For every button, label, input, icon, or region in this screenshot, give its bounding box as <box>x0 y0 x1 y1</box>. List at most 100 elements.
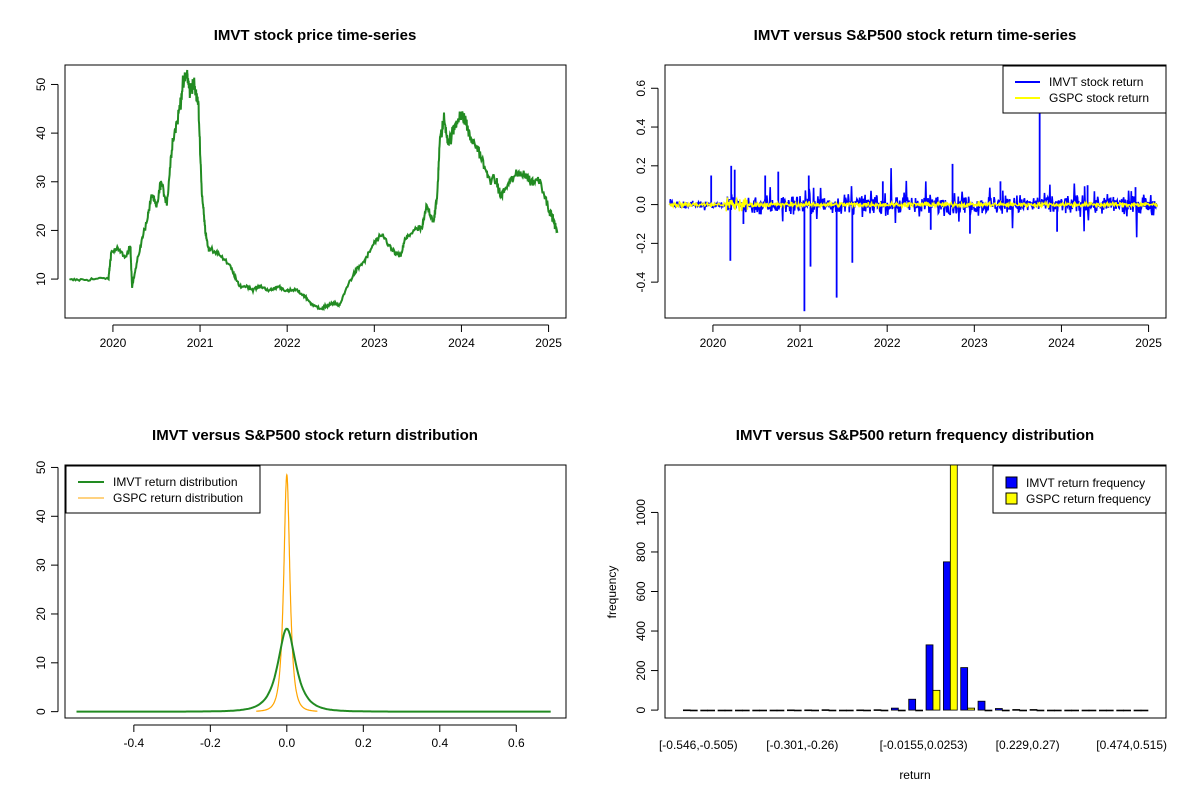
returns-plot-area <box>668 107 1159 312</box>
gspc-freq-bar <box>689 709 698 712</box>
imvt-freq-bar <box>769 709 778 712</box>
gspc-freq-bar <box>1140 709 1149 712</box>
returns-x-axis: 2020 2021 2022 2023 2024 2025 <box>700 324 1162 350</box>
p2-y-tick-label: -0.2 <box>634 233 648 254</box>
gspc-freq-bar <box>915 709 923 712</box>
p2-y-tick-label: -0.4 <box>634 271 648 292</box>
price-y-axis: 10 20 30 40 50 <box>34 77 59 286</box>
gspc-freq-bar <box>845 709 854 712</box>
imvt-freq-bar <box>908 698 917 711</box>
frequency-x-tick-label: [-0.546,-0.505) <box>659 738 738 752</box>
frequency-x-tick-label: [0.474,0.515) <box>1096 738 1167 752</box>
imvt-freq-bar <box>700 709 709 712</box>
price-plot-area <box>69 69 559 312</box>
price-title: IMVT stock price time-series <box>214 27 417 44</box>
imvt-freq-bar <box>890 707 899 711</box>
frequency-x-tick-label: [-0.301,-0.26) <box>766 738 838 752</box>
p4-y-tick-label: 800 <box>634 542 648 562</box>
p3-y-tick-label: 50 <box>34 460 48 474</box>
imvt-freq-bar <box>942 561 951 711</box>
gspc-freq-bar <box>1123 709 1131 712</box>
returns-y-axis: -0.4 -0.2 0.0 0.2 0.4 0.6 <box>634 80 659 292</box>
imvt-freq-bar <box>856 709 865 712</box>
legend-gspc-freq-label: GSPC return frequency <box>1026 492 1151 506</box>
imvt-freq-bar <box>925 644 934 711</box>
p2-y-tick-label: 0.6 <box>634 80 648 97</box>
gspc-freq-bar <box>932 689 941 711</box>
p3-x-tick-label: 0.2 <box>355 736 372 750</box>
p3-y-tick-label: 40 <box>34 509 48 523</box>
imvt-freq-bar <box>977 700 986 711</box>
gspc-freq-bar <box>741 709 750 712</box>
legend-imvt-density-label: IMVT return distribution <box>113 475 238 489</box>
imvt-freq-bar <box>752 709 761 712</box>
gspc-freq-bar <box>949 464 958 711</box>
density-plot-area <box>76 473 551 713</box>
imvt-freq-bar <box>1098 709 1107 712</box>
gspc-freq-bar <box>1036 709 1045 712</box>
frequency-legend: IMVT return frequency GSPC return freque… <box>992 465 1167 514</box>
imvt-freq-bar <box>717 709 726 712</box>
gspc-freq-bar <box>1019 709 1027 712</box>
p1-y-tick-label: 40 <box>34 126 48 140</box>
legend-imvt-return-label: IMVT stock return <box>1049 75 1143 89</box>
frequency-x-tick-label: [0.229,0.27) <box>996 738 1060 752</box>
imvt-freq-bar <box>821 709 830 711</box>
imvt-freq-bar <box>838 709 847 712</box>
imvt-freq-bar <box>960 667 969 711</box>
gspc-freq-bar <box>984 709 993 712</box>
p4-y-tick-label: 600 <box>634 581 648 601</box>
frequency-ylabel: frequency <box>605 566 619 619</box>
gspc-freq-bar <box>1088 709 1097 712</box>
p2-y-tick-label: 0.4 <box>634 118 648 135</box>
returns-legend-box <box>1002 65 1167 114</box>
gspc-freq-bar <box>967 707 975 711</box>
gspc-freq-bar <box>776 709 785 712</box>
gspc-freq-bar <box>1001 709 1010 712</box>
density-y-axis: 0 10 20 30 40 50 <box>34 460 59 715</box>
gspc-freq-bar <box>811 709 819 712</box>
frequency-legend-box <box>992 465 1167 514</box>
imvt-freq-bar <box>786 709 795 712</box>
p2-x-tick-label: 2021 <box>787 336 814 350</box>
returns-plot-box <box>664 64 1167 319</box>
panel-frequency: IMVT versus S&P500 return frequency dist… <box>605 427 1167 782</box>
legend-imvt-freq-swatch <box>1005 476 1018 489</box>
p2-y-tick-label: 0.2 <box>634 157 648 174</box>
gspc-freq-bar <box>1053 709 1062 712</box>
density-x-axis: -0.4 -0.2 0.0 0.2 0.4 0.6 <box>123 724 525 750</box>
price-plot-box <box>64 64 567 319</box>
p4-y-tick-label: 400 <box>634 621 648 641</box>
gspc-return-line <box>668 196 1158 212</box>
imvt-freq-bar <box>1116 709 1125 712</box>
gspc-freq-bar <box>1105 709 1114 712</box>
imvt-price-line <box>69 69 559 312</box>
p1-x-tick-label: 2021 <box>187 336 214 350</box>
gspc-freq-bar <box>707 709 715 712</box>
frequency-xlabel: return <box>899 768 930 782</box>
p3-x-tick-label: 0.0 <box>278 736 295 750</box>
imvt-freq-bar <box>1046 709 1055 712</box>
legend-gspc-freq-swatch <box>1005 492 1018 505</box>
p1-y-tick-label: 10 <box>34 272 48 286</box>
gspc-freq-bar <box>897 709 906 712</box>
gspc-freq-bar <box>759 709 767 712</box>
p2-x-tick-label: 2020 <box>700 336 727 350</box>
p2-x-tick-label: 2025 <box>1135 336 1162 350</box>
gspc-freq-bar <box>828 709 837 712</box>
p2-x-tick-label: 2023 <box>961 336 988 350</box>
imvt-freq-bar <box>1133 709 1142 712</box>
gspc-freq-bar <box>793 709 802 712</box>
imvt-freq-bar <box>804 709 813 712</box>
frequency-title: IMVT versus S&P500 return frequency dist… <box>736 427 1094 444</box>
p1-x-tick-label: 2023 <box>361 336 388 350</box>
imvt-freq-bar <box>994 708 1003 711</box>
p1-x-tick-label: 2020 <box>100 336 127 350</box>
gspc-freq-bar <box>863 709 871 712</box>
gspc-freq-bar <box>880 709 889 712</box>
imvt-density-line <box>76 627 551 713</box>
density-title: IMVT versus S&P500 stock return distribu… <box>152 427 478 444</box>
panel-price: IMVT stock price time-series 2020 2021 202… <box>34 27 567 350</box>
p3-y-tick-label: 10 <box>34 656 48 670</box>
